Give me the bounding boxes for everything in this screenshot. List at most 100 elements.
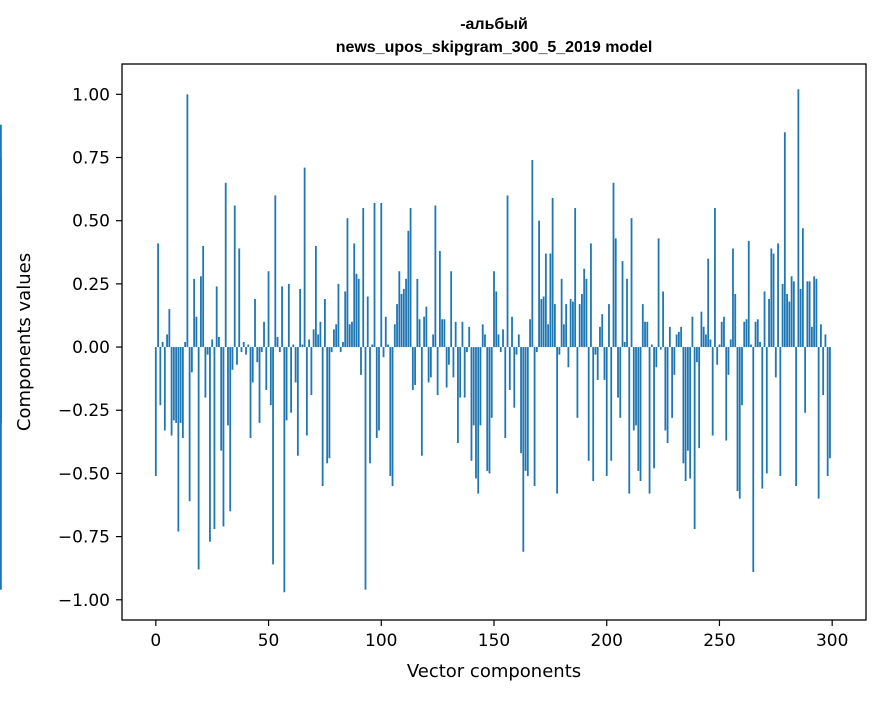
bar [664, 347, 667, 431]
bar [161, 342, 164, 348]
bar [299, 288, 302, 348]
bar [565, 304, 568, 348]
bar [641, 304, 644, 348]
bar [317, 334, 320, 348]
bar [544, 253, 547, 348]
bar [407, 230, 410, 348]
bar [813, 276, 816, 348]
bar [540, 299, 543, 348]
bar [774, 347, 777, 378]
y-axis-label: Components values [14, 253, 35, 431]
bar [603, 347, 606, 380]
bar [614, 238, 617, 348]
bar [673, 347, 676, 375]
bar [608, 304, 610, 348]
bar [186, 94, 189, 348]
bar [195, 316, 198, 348]
bar [481, 324, 484, 348]
bar [405, 278, 407, 348]
bar [562, 324, 565, 348]
bar [314, 245, 317, 348]
bar [351, 321, 353, 348]
bar [357, 278, 360, 348]
bar [716, 347, 719, 365]
bar [184, 342, 187, 348]
bar [427, 347, 430, 383]
bar [319, 321, 322, 348]
bar [714, 208, 716, 348]
bar [181, 347, 184, 439]
bar [227, 347, 229, 426]
bar [777, 243, 779, 348]
bar [236, 347, 238, 365]
bar [484, 334, 486, 348]
bar [723, 316, 725, 348]
bar [797, 89, 800, 348]
bar [441, 319, 444, 348]
bar [290, 347, 292, 413]
bar [646, 321, 649, 348]
y-tick-label: −1.00 [58, 591, 110, 611]
chart-title-line-2: news_upos_skipgram_300_5_2019 model [336, 39, 653, 56]
bar [423, 316, 426, 348]
bar [752, 347, 755, 572]
bar [200, 276, 202, 348]
bar [324, 299, 326, 348]
bar [817, 347, 820, 499]
bar [727, 347, 730, 375]
bar [583, 268, 586, 348]
bar [529, 319, 531, 348]
bar [653, 347, 655, 469]
bar [312, 329, 315, 348]
bar [443, 319, 446, 348]
bar [438, 251, 441, 348]
bar [305, 347, 308, 436]
bar [729, 339, 732, 348]
bar [659, 347, 662, 350]
bar [578, 304, 581, 348]
bar [330, 347, 333, 353]
bar [520, 347, 522, 454]
bar [763, 291, 766, 348]
bar [824, 334, 827, 348]
bar [612, 182, 615, 348]
bar [353, 243, 356, 348]
bar [754, 321, 757, 348]
bar [790, 276, 793, 348]
bar [348, 324, 351, 348]
bar [720, 321, 723, 348]
bar [619, 347, 622, 418]
bar [490, 347, 493, 418]
x-axis: 0 50 100 150 200 250 300 [150, 620, 848, 651]
bar [804, 347, 807, 413]
bar [781, 283, 784, 348]
bar [590, 243, 592, 348]
bar [630, 218, 633, 348]
bar [231, 347, 234, 370]
bar [648, 347, 651, 494]
bar [450, 271, 453, 348]
bar [218, 336, 220, 348]
x-axis-label: Vector components [407, 661, 581, 682]
chart-title-line-1: -альбый [460, 16, 528, 33]
bar [513, 347, 516, 408]
bar [308, 339, 311, 348]
bar [414, 347, 416, 385]
bar [256, 347, 259, 363]
bar [786, 293, 788, 348]
bar [506, 195, 509, 348]
bar [206, 347, 209, 355]
bar [535, 347, 538, 353]
bar [799, 288, 802, 348]
y-tick-label: 0.50 [72, 212, 110, 232]
bar [761, 347, 764, 489]
bar [344, 291, 347, 348]
bar [792, 281, 795, 348]
bar [547, 324, 550, 348]
bar [538, 220, 540, 348]
bar [542, 296, 545, 348]
bar [596, 347, 599, 380]
bar [339, 347, 342, 353]
